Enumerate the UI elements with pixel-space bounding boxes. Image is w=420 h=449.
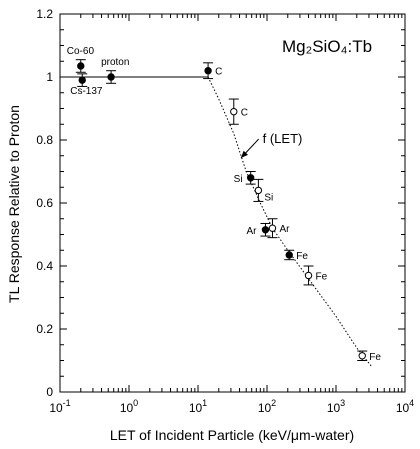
x-tick-label: 104 bbox=[396, 398, 414, 415]
data-point-open bbox=[358, 352, 366, 360]
point-label: C bbox=[215, 67, 222, 78]
y-tick-labels: 0 0.2 0.4 0.6 0.8 1 1.2 bbox=[36, 7, 53, 399]
data-point-open bbox=[304, 271, 313, 280]
data-point-filled bbox=[77, 62, 85, 70]
data-point-open bbox=[268, 224, 277, 232]
y-tick-label: 0 bbox=[46, 385, 53, 399]
x-tick-label: 10-1 bbox=[49, 398, 70, 415]
annotation-label: f (LET) bbox=[263, 131, 303, 146]
x-axis-title: LET of Incident Particle (keV/μm-water) bbox=[110, 427, 354, 443]
plot-area: Co-60 Cs-137 proton C Si Ar Fe C Si Ar Fe Fe f (LET… bbox=[59, 13, 406, 393]
data-point-open bbox=[230, 107, 238, 116]
data-point-filled bbox=[107, 73, 115, 81]
point-label: C bbox=[241, 108, 248, 119]
point-label: Ar bbox=[279, 224, 290, 235]
chart-title: Mg₂SiO₄:Tb bbox=[282, 37, 372, 56]
point-labels: Co-60 Cs-137 proton C Si Ar Fe C Si Ar Fe Fe bbox=[67, 46, 382, 363]
point-label: Si bbox=[264, 192, 273, 203]
point-label: Ar bbox=[246, 226, 257, 237]
x-tick-label: 102 bbox=[258, 398, 276, 415]
x-tick-labels: 10-1 100 101 102 103 104 bbox=[49, 398, 414, 415]
point-label: Fe bbox=[369, 352, 381, 363]
x-tick-label: 103 bbox=[327, 398, 345, 415]
y-tick-label: 1 bbox=[46, 70, 53, 84]
annotations: f (LET) bbox=[240, 131, 303, 159]
y-tick-label: 0.4 bbox=[36, 259, 53, 273]
point-label: Fe bbox=[296, 251, 308, 262]
point-label: Fe bbox=[316, 271, 328, 282]
point-label: Cs-137 bbox=[70, 86, 103, 97]
y-tick-label: 1.2 bbox=[36, 7, 53, 21]
x-tick-label: 101 bbox=[189, 398, 207, 415]
y-tick-label: 0.6 bbox=[36, 196, 53, 210]
data-point-open bbox=[254, 186, 263, 195]
data-point-filled bbox=[261, 226, 270, 234]
axis-ticks bbox=[59, 13, 406, 393]
data-point-filled bbox=[204, 67, 212, 75]
fit-lines bbox=[60, 76, 373, 368]
data-point-filled bbox=[78, 76, 86, 84]
point-label: Si bbox=[234, 174, 243, 185]
fit-curve-dotted bbox=[207, 76, 373, 368]
annotation-arrow-head bbox=[241, 150, 248, 158]
data-point-filled bbox=[246, 174, 255, 182]
x-tick-label: 100 bbox=[120, 398, 138, 415]
data-points bbox=[75, 59, 368, 361]
y-axis-title: TL Response Relative to Proton bbox=[6, 105, 22, 303]
data-point-filled bbox=[285, 251, 293, 259]
y-tick-label: 0.2 bbox=[36, 322, 53, 336]
point-label: Co-60 bbox=[67, 46, 95, 57]
y-tick-label: 0.8 bbox=[36, 133, 53, 147]
point-label: proton bbox=[101, 57, 129, 68]
